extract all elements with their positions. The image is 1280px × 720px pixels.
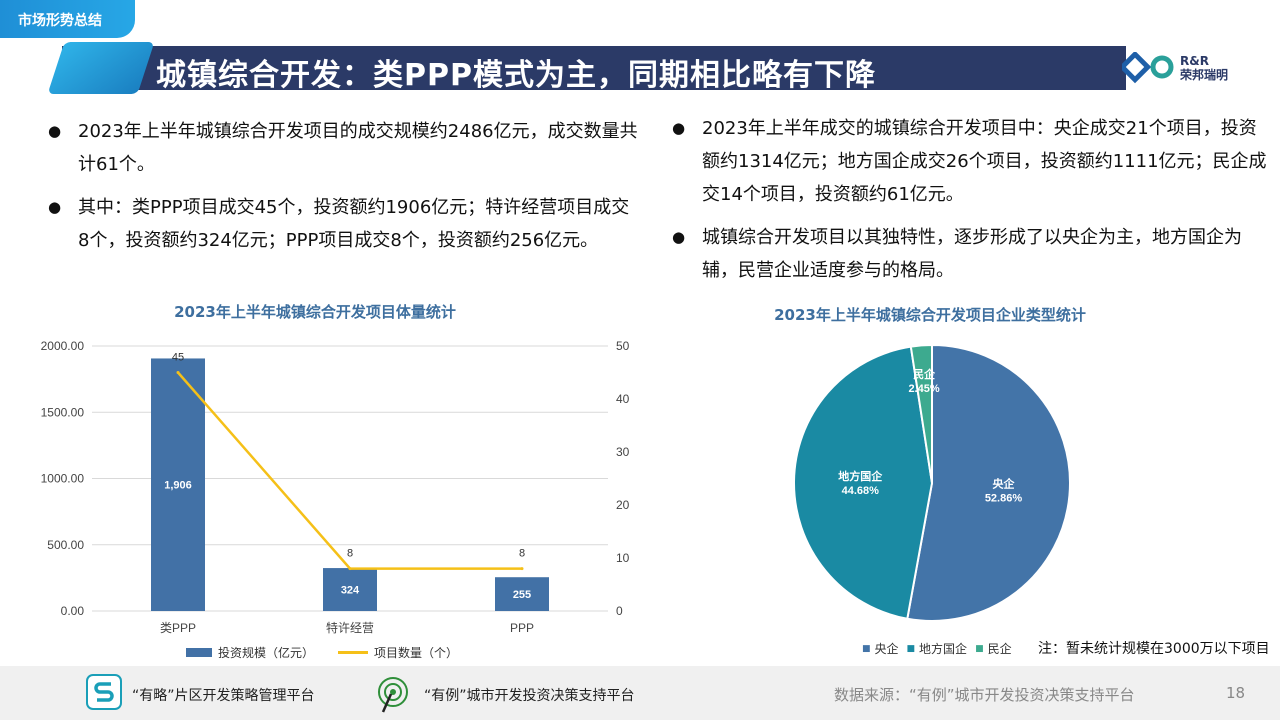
bar-chart-legend: 投资规模（亿元） 项目数量（个） xyxy=(186,644,458,661)
pie-slice-percent: 2.45% xyxy=(908,383,939,395)
y-right-tick-label: 10 xyxy=(616,551,630,565)
pie-slice xyxy=(906,343,1071,622)
legend-label-difangguoqi: 地方国企 xyxy=(919,642,968,656)
y-right-tick-label: 0 xyxy=(616,604,623,618)
y-left-tick-label: 2000.00 xyxy=(41,339,85,353)
footnote: 注：暂未统计规模在3000万以下项目 xyxy=(1038,641,1270,657)
pie-chart-legend: ■ 央企 ■ 地方国企 ■ 民企 xyxy=(862,640,1012,657)
bar-chart-title: 2023年上半年城镇综合开发项目体量统计 xyxy=(174,303,456,321)
company-logo-icon xyxy=(1122,52,1174,84)
pie-slice xyxy=(793,345,934,620)
bar-line-chart: 0.00 500.00 1000.00 1500.00 2000.00 0 10 20 30 40… xyxy=(41,339,630,635)
title-accent-shape xyxy=(47,42,155,94)
bar xyxy=(323,568,377,611)
line-data-label: 8 xyxy=(519,548,525,560)
logo-text: R&R 荣邦瑞明 xyxy=(1180,54,1228,82)
title-bar xyxy=(62,46,1126,90)
platform-link-youlue[interactable]: “有略”片区开发策略管理平台 xyxy=(132,688,315,704)
pie-slice-name: 央企 xyxy=(992,476,1015,490)
x-tick-label: 类PPP xyxy=(160,621,196,635)
x-tick-label: 特许经营 xyxy=(326,620,374,635)
legend-label-minqi: 民企 xyxy=(987,642,1012,656)
legend-label-yangqi: 央企 xyxy=(874,642,899,656)
pie-slice-name: 民企 xyxy=(913,367,936,381)
line-data-label: 8 xyxy=(347,548,353,560)
legend-label-bar: 投资规模（亿元） xyxy=(218,646,315,660)
legend-swatch-difangguoqi: ■ xyxy=(906,643,916,654)
left-bullet-list: 2023年上半年城镇综合开发项目的成交规模约2486亿元，成交数量共计61个。 … xyxy=(48,115,638,267)
bar-data-label: 1,906 xyxy=(164,480,192,492)
line-data-label: 45 xyxy=(172,352,184,364)
bullet-item: 2023年上半年成交的城镇综合开发项目中：央企成交21个项目，投资额约1314亿… xyxy=(672,112,1272,211)
y-right-tick-label: 50 xyxy=(616,339,630,353)
line-point xyxy=(176,371,180,374)
y-right-tick-label: 30 xyxy=(616,445,630,459)
pie-slice-percent: 44.68% xyxy=(842,485,880,497)
bar-data-label: 324 xyxy=(341,585,360,597)
pie-slice-name: 地方国企 xyxy=(838,469,883,483)
bullet-item: 2023年上半年城镇综合开发项目的成交规模约2486亿元，成交数量共计61个。 xyxy=(48,115,638,181)
data-source: 数据来源：“有例”城市开发投资决策支持平台 xyxy=(834,686,1135,704)
legend-swatch-yangqi: ■ xyxy=(862,643,871,654)
legend-swatch-minqi: ■ xyxy=(975,643,984,654)
pie-chart: 央企 52.86% 地方国企 44.68% 民企 2.45% xyxy=(793,343,1071,622)
bullet-item: 城镇综合开发项目以其独特性，逐步形成了以央企为主，地方国企为辅，民营企业适度参与… xyxy=(672,221,1272,287)
y-left-tick-label: 0.00 xyxy=(61,604,85,618)
pie-slice xyxy=(909,343,933,484)
logo-line-2: 荣邦瑞明 xyxy=(1180,68,1229,82)
y-right-tick-label: 40 xyxy=(616,392,630,406)
page-number: 18 xyxy=(1226,684,1246,702)
pie-chart-title: 2023年上半年城镇综合开发项目企业类型统计 xyxy=(774,306,1086,324)
right-bullet-list: 2023年上半年成交的城镇综合开发项目中：央企成交21个项目，投资额约1314亿… xyxy=(672,112,1272,297)
legend-swatch-line xyxy=(338,651,369,654)
page-title: 城镇综合开发：类PPP模式为主，同期相比略有下降 xyxy=(156,58,876,93)
y-left-tick-label: 1000.00 xyxy=(41,472,85,486)
y-left-tick-label: 500.00 xyxy=(47,538,84,552)
line-point xyxy=(520,567,524,571)
bar xyxy=(495,577,549,611)
line-point xyxy=(348,567,352,571)
bar xyxy=(151,358,205,611)
series-line xyxy=(177,371,522,570)
platform-link-youli[interactable]: “有例”城市开发投资决策支持平台 xyxy=(424,688,635,704)
logo-line-1: R&R xyxy=(1180,54,1209,68)
youlue-platform-icon xyxy=(86,674,122,710)
pie-slice-percent: 52.86% xyxy=(985,492,1023,504)
x-tick-label: PPP xyxy=(510,621,534,635)
footer-bar xyxy=(0,666,1280,720)
y-right-tick-label: 20 xyxy=(616,498,630,512)
bullet-item: 其中：类PPP项目成交45个，投资额约1906亿元；特许经营项目成交8个，投资额… xyxy=(48,191,638,257)
youli-platform-icon xyxy=(378,677,408,713)
legend-label-line: 项目数量（个） xyxy=(374,646,459,660)
legend-swatch-bar xyxy=(186,648,212,657)
bar-data-label: 255 xyxy=(513,589,531,601)
section-tag: 市场形势总结 xyxy=(0,0,135,38)
y-left-tick-label: 1500.00 xyxy=(41,405,85,419)
